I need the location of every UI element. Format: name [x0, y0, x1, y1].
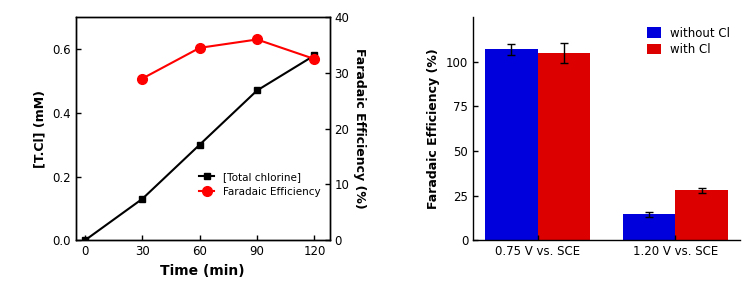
- [Total chlorine]: [196, 143, 205, 146]
- Faradaic Efficiency: [138, 77, 147, 80]
- [Total chlorine]: [310, 54, 319, 57]
- Faradaic Efficiency: [252, 38, 261, 41]
- Faradaic Efficiency: [310, 57, 319, 61]
- Y-axis label: [T.Cl] (mM): [T.Cl] (mM): [33, 90, 47, 168]
- Bar: [676, 190, 728, 240]
- Y-axis label: Faradaic Efficiency (%): Faradaic Efficiency (%): [427, 48, 440, 209]
- [Total chlorine]: [252, 89, 261, 92]
- Legend: without Cl, with Cl: without Cl, with Cl: [643, 23, 734, 60]
- X-axis label: Time (min): Time (min): [160, 264, 245, 278]
- Faradaic Efficiency: [196, 46, 205, 49]
- Bar: [538, 53, 590, 240]
- Legend: [Total chlorine], Faradaic Efficiency: [Total chlorine], Faradaic Efficiency: [195, 168, 325, 201]
- [Total chlorine]: [138, 197, 147, 200]
- Bar: [623, 214, 676, 240]
- Line: Faradaic Efficiency: Faradaic Efficiency: [137, 35, 319, 83]
- Y-axis label: Faradaic Efficiency (%): Faradaic Efficiency (%): [353, 48, 366, 209]
- [Total chlorine]: [81, 239, 90, 242]
- Line: [Total chlorine]: [Total chlorine]: [82, 52, 318, 244]
- Bar: [485, 49, 538, 240]
